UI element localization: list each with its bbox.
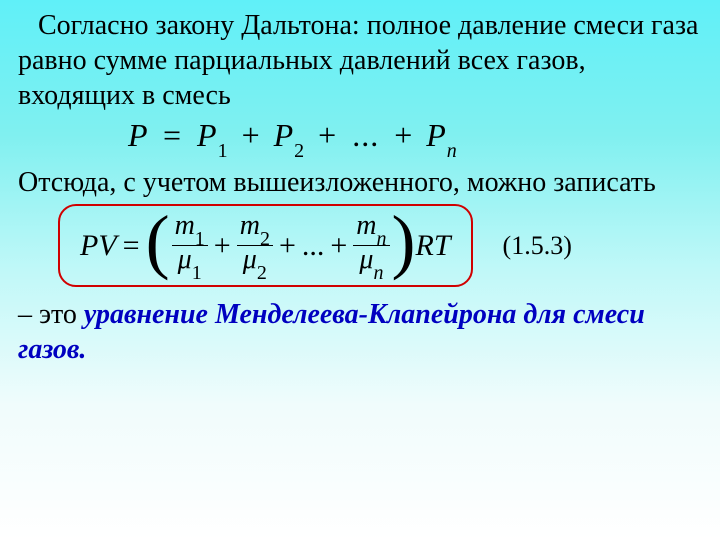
m-letter: m [356,210,376,241]
mu-letter: μ [359,244,373,275]
paragraph-final: – это уравнение Менделеева-Клапейрона дл… [18,297,702,367]
p-letter: P [197,117,218,153]
formula-dalton-row: P = P1 + P2 + ... + Pn [18,117,702,159]
mu-letter: μ [243,244,257,275]
sym-P1: P1 [197,117,229,153]
paragraph-dalton: Согласно закону Дальтона: полное давлени… [18,8,702,113]
m-letter: m [240,210,260,241]
right-paren-icon: ) [392,213,416,271]
p-letter: P [274,117,295,153]
frac-2: m2 μ2 [237,212,273,279]
final-highlight: уравнение Менделеева-Клапейрона для смес… [18,299,645,365]
sym-plus: + [394,117,413,153]
sym-plus: + [242,117,261,153]
frac-n: mn μn [353,212,389,279]
sym-P2: P2 [274,117,306,153]
sym-PV: PV [80,229,117,263]
sub-2: 2 [294,140,305,162]
formula-boxed-row: PV = ( m1 μ1 + m2 μ2 + ... + mn μn ) RT … [18,204,702,287]
final-prefix: – это [18,299,84,330]
sym-eq: = [123,229,140,263]
formula-dalton: P = P1 + P2 + ... + Pn [128,117,458,159]
sub-1: 1 [218,140,229,162]
sub-n: n [447,140,458,162]
p-letter: P [426,117,447,153]
sym-Pn: Pn [426,117,458,153]
sub-n: n [373,262,383,284]
left-paren-icon: ( [146,213,170,271]
sub-2: 2 [257,262,267,284]
equation-ref: (1.5.3) [503,231,572,261]
sym-RT: RT [416,229,451,263]
sym-plus: + [214,229,231,263]
sym-P: P [128,117,148,153]
sub-2: 2 [260,228,270,250]
sym-eq: = [163,117,182,153]
sym-plus: + [279,229,296,263]
sym-dots: ... [302,229,325,263]
mu-letter: μ [178,244,192,275]
sym-plus: + [318,117,337,153]
paragraph-hence: Отсюда, с учетом вышеизложенного, можно … [18,165,702,200]
sym-plus: + [330,229,347,263]
m-letter: m [175,210,195,241]
sub-n: n [377,228,387,250]
frac-1: m1 μ1 [172,212,208,279]
sub-1: 1 [192,262,202,284]
formula-mendeleev: PV = ( m1 μ1 + m2 μ2 + ... + mn μn ) RT [58,204,473,287]
sym-dots: ... [352,117,379,153]
sub-1: 1 [195,228,205,250]
